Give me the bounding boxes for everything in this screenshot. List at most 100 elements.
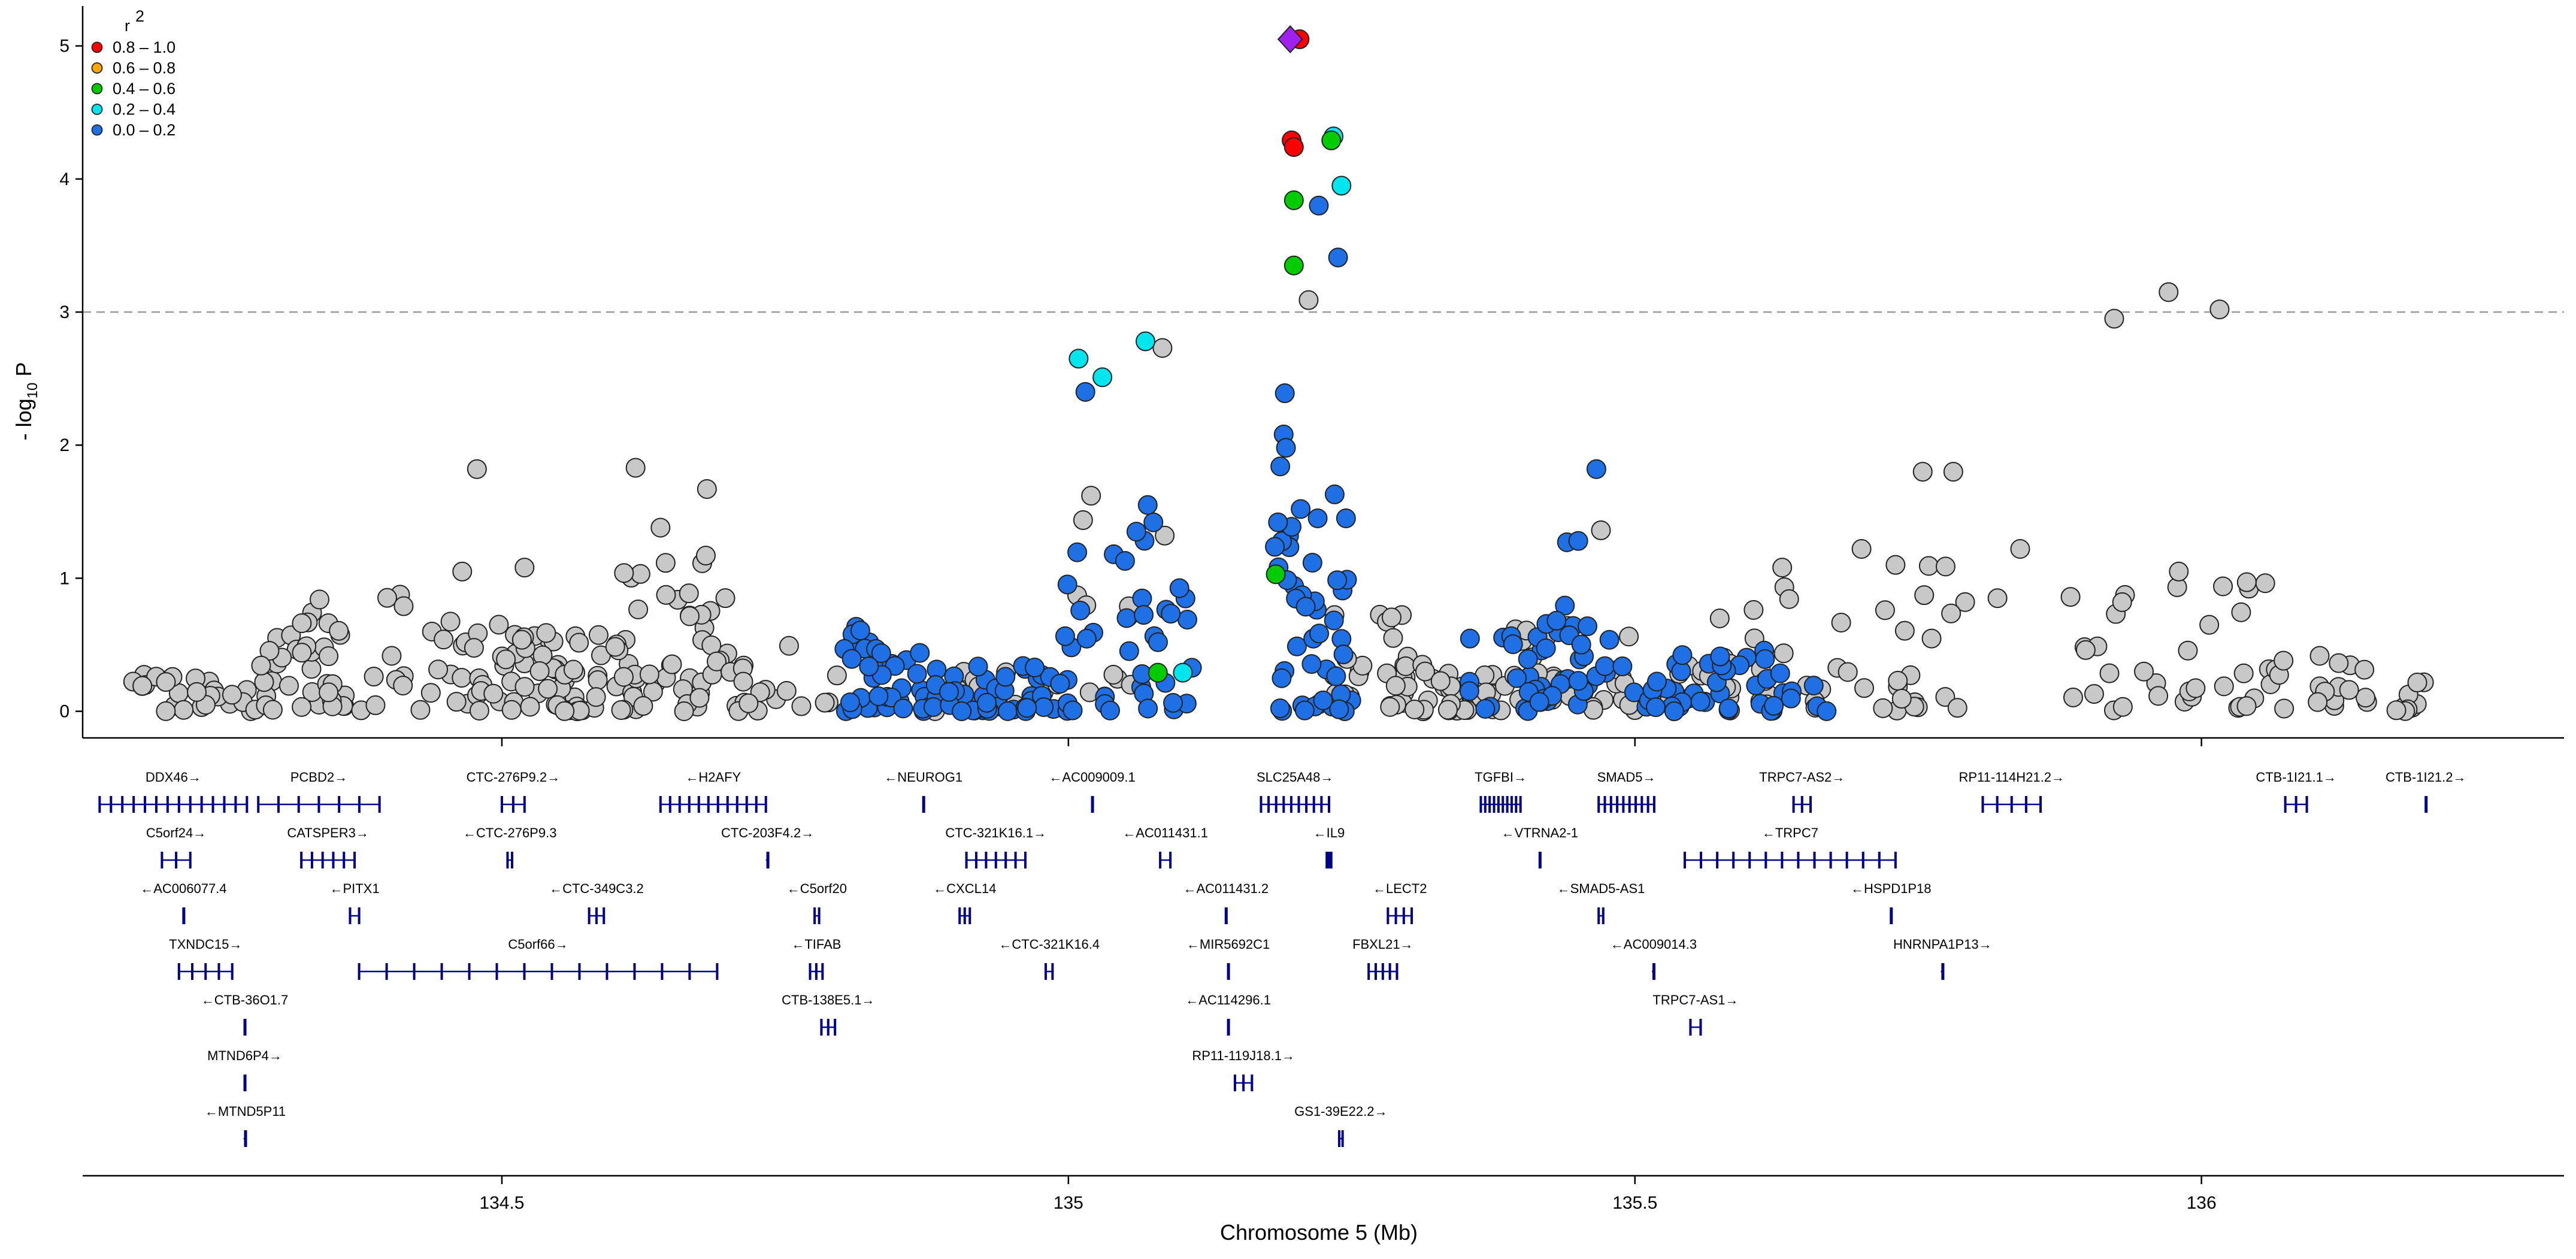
snp-point: [452, 668, 472, 688]
gene-exon: [358, 907, 361, 924]
snp-point: [377, 588, 397, 608]
gene-exon: [98, 796, 101, 813]
gene-label: ←AC009009.1: [1049, 770, 1135, 785]
gene-exon: [958, 907, 961, 924]
snp-point: [2407, 673, 2427, 693]
gene-label: SLC25A48→: [1257, 770, 1333, 785]
gene-exon: [968, 907, 971, 924]
legend-swatch: [91, 62, 103, 74]
snp-point: [1743, 600, 1764, 620]
gene-exon: [358, 796, 361, 813]
gene-label: ←AC114296.1: [1185, 992, 1271, 1007]
snp-point: [1119, 641, 1139, 661]
snp-point: [695, 546, 716, 566]
snp-point: [1173, 662, 1193, 683]
gene-exon: [246, 796, 249, 813]
snp-point: [841, 649, 862, 669]
snp-point: [1324, 484, 1345, 504]
gene-label: TXNDC15→: [169, 937, 242, 952]
gene-exon: [1519, 796, 1522, 813]
gene-label: TRPC7-AS1→: [1652, 992, 1738, 1007]
snp-point: [697, 479, 717, 500]
gene-label: ←MTND5P11: [205, 1104, 286, 1119]
snp-point: [156, 672, 176, 692]
gene-label: CTC-321K16.1→: [945, 825, 1046, 840]
gene-exon: [182, 907, 186, 924]
snp-point: [563, 659, 583, 680]
gene-label: ←TIFAB: [791, 937, 841, 952]
snp-point: [1851, 539, 1872, 559]
gene-exon: [1890, 907, 1893, 924]
snp-point: [1875, 600, 1895, 621]
snp-point: [1025, 658, 1045, 678]
gene-label: HNRNPA1P13→: [1893, 937, 1992, 952]
gene-exon: [1297, 796, 1300, 813]
legend-title-superscript: 2: [135, 7, 144, 25]
gene-exon: [1878, 852, 1881, 868]
snp-point: [1067, 542, 1088, 562]
gene-exon: [1341, 1130, 1344, 1147]
gene-exon: [1616, 796, 1619, 813]
snp-point: [1460, 628, 1480, 649]
gene-exon: [1320, 796, 1323, 813]
snp-point: [434, 630, 454, 650]
snp-point: [2231, 602, 2251, 622]
gene-label: CTB-138E5.1→: [782, 992, 874, 1007]
gene-exon: [1506, 796, 1509, 813]
gene-exon: [511, 796, 514, 813]
snp-point: [1873, 698, 1893, 718]
gene-label: MTND6P4→: [207, 1048, 282, 1063]
snp-point: [1152, 338, 1173, 358]
snp-point: [1287, 636, 1307, 656]
snp-point: [1148, 632, 1168, 652]
gene-exon: [1374, 963, 1377, 980]
gene-exon: [821, 963, 824, 980]
snp-point: [496, 649, 516, 670]
gene-exon: [633, 963, 636, 980]
snp-point: [910, 643, 930, 663]
gene-exon: [200, 796, 203, 813]
snp-point: [1309, 624, 1330, 644]
snp-point: [1270, 698, 1290, 719]
snp-point: [1943, 462, 1963, 482]
gene-exon: [668, 796, 671, 813]
snp-point: [586, 687, 606, 707]
snp-point: [976, 692, 997, 713]
snp-point: [738, 693, 759, 713]
snp-point: [1955, 592, 1975, 612]
legend-swatch: [91, 124, 103, 136]
legend-label: 0.0 – 0.2: [113, 121, 175, 139]
gene-exon: [1275, 796, 1278, 813]
gene-exon: [820, 1019, 823, 1036]
gene-exon: [1289, 796, 1292, 813]
gene-exon: [297, 796, 300, 813]
snp-point: [1068, 349, 1089, 369]
gene-exon: [813, 907, 816, 924]
gene-exon: [1227, 1019, 1230, 1036]
gene-exon: [716, 796, 719, 813]
snp-point: [309, 589, 329, 610]
gene-exon: [1330, 852, 1333, 868]
snp-point: [1307, 508, 1328, 528]
snp-point: [329, 621, 349, 641]
gene-exon: [495, 963, 498, 980]
gene-exon: [1312, 796, 1315, 813]
snp-point: [420, 683, 441, 703]
snp-point: [679, 583, 699, 604]
snp-point: [1313, 690, 1333, 710]
gene-exon: [1634, 796, 1637, 813]
snp-point: [1100, 700, 1121, 721]
snp-point: [868, 686, 889, 706]
gene-label: ←AC011431.1: [1122, 825, 1208, 840]
snp-point: [1143, 512, 1164, 532]
gene-exon: [132, 796, 135, 813]
snp-point: [1770, 663, 1790, 683]
snp-point: [511, 630, 532, 650]
gene-exon: [110, 796, 113, 813]
gene-exon: [189, 796, 192, 813]
snp-point: [251, 655, 271, 676]
snp-point: [1718, 698, 1739, 719]
x-tick-label: 136: [2187, 1193, 2217, 1213]
gene-exon: [1004, 852, 1007, 868]
snp-point: [1284, 190, 1304, 210]
